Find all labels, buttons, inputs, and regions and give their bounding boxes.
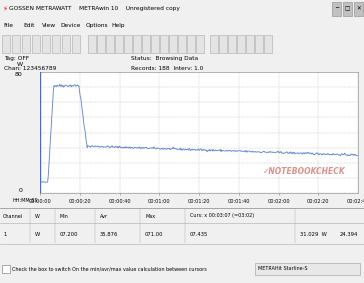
FancyBboxPatch shape <box>219 35 227 53</box>
Text: 00:02:00: 00:02:00 <box>267 199 290 204</box>
Bar <box>2 265 10 273</box>
Text: 07.435: 07.435 <box>190 231 208 237</box>
Text: W: W <box>35 231 40 237</box>
FancyBboxPatch shape <box>52 35 60 53</box>
Text: 00:00:20: 00:00:20 <box>68 199 91 204</box>
FancyBboxPatch shape <box>196 35 204 53</box>
Text: 00:01:20: 00:01:20 <box>188 199 210 204</box>
Text: 00:01:00: 00:01:00 <box>148 199 171 204</box>
Bar <box>255 263 360 275</box>
FancyBboxPatch shape <box>62 35 70 53</box>
FancyBboxPatch shape <box>151 35 159 53</box>
Text: METRAHit Starline-S: METRAHit Starline-S <box>258 267 308 271</box>
Text: 31.029  W: 31.029 W <box>300 231 327 237</box>
FancyBboxPatch shape <box>354 2 363 16</box>
FancyBboxPatch shape <box>264 35 272 53</box>
Text: ✓NOTEBOOKCHECK: ✓NOTEBOOKCHECK <box>262 167 345 176</box>
FancyBboxPatch shape <box>187 35 195 53</box>
FancyBboxPatch shape <box>106 35 114 53</box>
FancyBboxPatch shape <box>32 35 40 53</box>
Text: 00:02:40: 00:02:40 <box>347 199 364 204</box>
Text: W: W <box>35 213 40 218</box>
Text: 00:02:20: 00:02:20 <box>307 199 329 204</box>
Text: W: W <box>16 62 23 67</box>
FancyBboxPatch shape <box>237 35 245 53</box>
Text: Min: Min <box>60 213 69 218</box>
Text: ⚡: ⚡ <box>3 6 8 12</box>
Text: 00:01:40: 00:01:40 <box>228 199 250 204</box>
Text: Avr: Avr <box>100 213 108 218</box>
FancyBboxPatch shape <box>228 35 236 53</box>
Text: Edit: Edit <box>24 23 35 28</box>
Text: 80: 80 <box>15 72 23 77</box>
Text: Curs: x 00:03:07 (=03:02): Curs: x 00:03:07 (=03:02) <box>190 213 254 218</box>
Text: ─: ─ <box>335 7 338 12</box>
FancyBboxPatch shape <box>12 35 20 53</box>
Text: 00:00:00: 00:00:00 <box>29 199 51 204</box>
Text: 0: 0 <box>19 188 23 193</box>
Text: GOSSEN METRAWATT    METRAwin 10    Unregistered copy: GOSSEN METRAWATT METRAwin 10 Unregistere… <box>9 6 180 10</box>
FancyBboxPatch shape <box>42 35 50 53</box>
FancyBboxPatch shape <box>246 35 254 53</box>
FancyBboxPatch shape <box>178 35 186 53</box>
Text: Help: Help <box>111 23 124 28</box>
Text: 00:00:40: 00:00:40 <box>108 199 131 204</box>
Text: Records: 188  Interv: 1.0: Records: 188 Interv: 1.0 <box>131 66 203 71</box>
FancyBboxPatch shape <box>97 35 105 53</box>
FancyBboxPatch shape <box>124 35 132 53</box>
Text: Channel: Channel <box>3 213 23 218</box>
Text: 35.876: 35.876 <box>100 231 118 237</box>
FancyBboxPatch shape <box>115 35 123 53</box>
Text: View: View <box>42 23 56 28</box>
Text: Tag: OFF: Tag: OFF <box>4 56 29 61</box>
Text: Check the box to switch On the min/avr/max value calculation between cursors: Check the box to switch On the min/avr/m… <box>12 267 207 271</box>
FancyBboxPatch shape <box>343 2 352 16</box>
FancyBboxPatch shape <box>2 35 10 53</box>
Text: Chan: 123456789: Chan: 123456789 <box>4 66 56 71</box>
Text: HH:MM:SS: HH:MM:SS <box>12 198 38 203</box>
Text: 07.200: 07.200 <box>60 231 79 237</box>
FancyBboxPatch shape <box>133 35 141 53</box>
FancyBboxPatch shape <box>88 35 96 53</box>
FancyBboxPatch shape <box>22 35 30 53</box>
Text: Status:  Browsing Data: Status: Browsing Data <box>131 56 198 61</box>
FancyBboxPatch shape <box>332 2 341 16</box>
Text: Device: Device <box>60 23 80 28</box>
Text: □: □ <box>345 7 350 12</box>
FancyBboxPatch shape <box>72 35 80 53</box>
Text: 1: 1 <box>3 231 7 237</box>
FancyBboxPatch shape <box>160 35 168 53</box>
FancyBboxPatch shape <box>142 35 150 53</box>
FancyBboxPatch shape <box>210 35 218 53</box>
FancyBboxPatch shape <box>169 35 177 53</box>
Text: 24.394: 24.394 <box>340 231 359 237</box>
Text: Max: Max <box>145 213 155 218</box>
Text: ✕: ✕ <box>356 7 361 12</box>
FancyBboxPatch shape <box>255 35 263 53</box>
Text: 071.00: 071.00 <box>145 231 163 237</box>
Text: File: File <box>4 23 13 28</box>
Text: Options: Options <box>86 23 108 28</box>
